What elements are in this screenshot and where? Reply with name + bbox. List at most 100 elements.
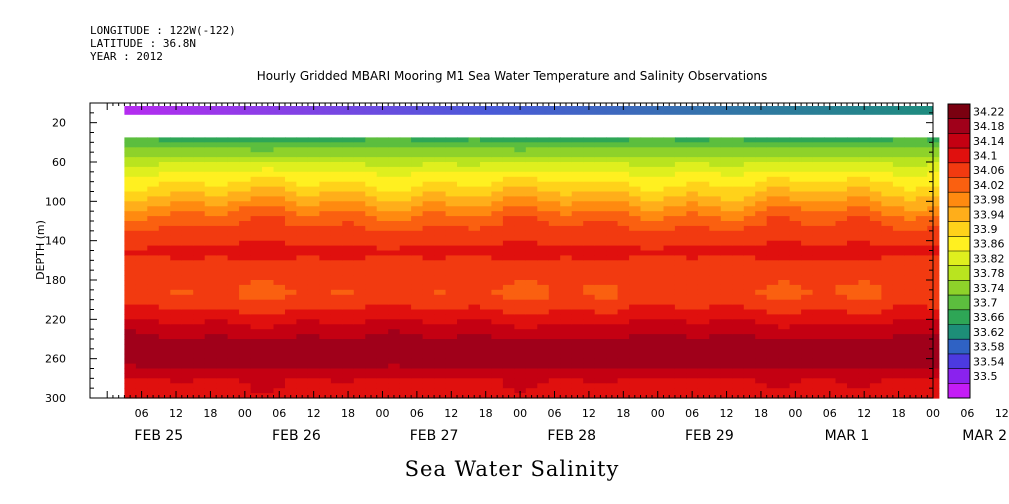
heatmap-cell bbox=[239, 211, 252, 217]
heatmap-cell bbox=[296, 363, 309, 370]
heatmap-cell bbox=[697, 152, 710, 158]
heatmap-cell bbox=[858, 368, 871, 374]
heatmap-cell bbox=[674, 211, 687, 217]
heatmap-cell bbox=[216, 152, 229, 158]
heatmap-cell bbox=[640, 329, 653, 335]
heatmap-cell bbox=[204, 255, 217, 261]
heatmap-cell bbox=[170, 191, 183, 197]
heatmap-cell bbox=[594, 280, 607, 286]
heatmap-cell bbox=[835, 225, 848, 232]
heatmap-cell bbox=[239, 162, 252, 168]
heatmap-cell bbox=[640, 147, 653, 153]
heatmap-cell bbox=[560, 309, 573, 315]
heatmap-cell bbox=[571, 206, 584, 212]
heatmap-cell bbox=[858, 363, 871, 370]
heatmap-cell bbox=[594, 211, 607, 217]
heatmap-cell bbox=[514, 289, 527, 296]
heatmap-cell bbox=[835, 235, 848, 242]
heatmap-cell bbox=[663, 383, 676, 389]
heatmap-cell bbox=[445, 250, 458, 256]
heatmap-cell bbox=[755, 289, 768, 296]
heatmap-cell bbox=[411, 353, 424, 360]
heatmap-cell bbox=[801, 250, 814, 256]
heatmap-cell bbox=[135, 383, 148, 389]
heatmap-cell bbox=[824, 343, 837, 350]
heatmap-cell bbox=[491, 334, 504, 340]
heatmap-cell bbox=[250, 137, 263, 143]
heatmap-cell bbox=[915, 324, 928, 330]
heatmap-cell bbox=[227, 240, 240, 247]
heatmap-cell bbox=[663, 255, 676, 261]
heatmap-cell bbox=[307, 181, 320, 188]
heatmap-cell bbox=[422, 216, 435, 222]
heatmap-cell bbox=[422, 211, 435, 217]
heatmap-cell bbox=[709, 221, 722, 227]
heatmap-cell bbox=[285, 334, 298, 340]
heatmap-cell bbox=[457, 358, 470, 365]
heatmap-cell bbox=[204, 368, 217, 374]
heatmap-cell bbox=[262, 225, 275, 232]
heatmap-cell bbox=[434, 225, 447, 232]
heatmap-cell bbox=[285, 166, 298, 173]
heatmap-cell bbox=[193, 240, 206, 247]
heatmap-cell bbox=[594, 289, 607, 296]
heatmap-cell bbox=[181, 363, 194, 370]
heatmap-cell bbox=[847, 240, 860, 247]
heatmap-cell bbox=[652, 211, 665, 217]
heatmap-cell bbox=[766, 289, 779, 296]
heatmap-cell bbox=[755, 147, 768, 153]
heatmap-cell bbox=[525, 275, 538, 281]
heatmap-cell bbox=[915, 358, 928, 365]
heatmap-cell bbox=[480, 294, 493, 301]
heatmap-cell bbox=[778, 137, 791, 143]
heatmap-cell bbox=[548, 147, 561, 153]
heatmap-cell bbox=[514, 235, 527, 242]
heatmap-cell bbox=[457, 378, 470, 384]
heatmap-cell bbox=[480, 373, 493, 379]
heatmap-cell bbox=[491, 245, 504, 252]
heatmap-cell bbox=[629, 324, 642, 330]
heatmap-cell bbox=[824, 176, 837, 183]
heatmap-cell bbox=[571, 343, 584, 350]
heatmap-cell bbox=[594, 147, 607, 153]
heatmap-cell bbox=[869, 294, 882, 301]
heatmap-cell bbox=[365, 152, 378, 158]
heatmap-cell bbox=[674, 181, 687, 188]
heatmap-cell bbox=[686, 211, 699, 217]
heatmap-cell bbox=[422, 339, 435, 345]
heatmap-cell bbox=[124, 225, 137, 232]
heatmap-cell bbox=[319, 363, 332, 370]
heatmap-cell bbox=[583, 289, 596, 296]
heatmap-cell bbox=[755, 225, 768, 232]
heatmap-cell bbox=[755, 378, 768, 384]
heatmap-cell bbox=[617, 221, 630, 227]
heatmap-cell bbox=[491, 353, 504, 360]
heatmap-cell bbox=[525, 211, 538, 217]
heatmap-cell bbox=[296, 191, 309, 197]
heatmap-cell bbox=[606, 166, 619, 173]
heatmap-cell bbox=[663, 250, 676, 256]
heatmap-cell bbox=[778, 162, 791, 168]
heatmap-cell bbox=[262, 363, 275, 370]
heatmap-cell bbox=[491, 201, 504, 207]
heatmap-cell bbox=[250, 250, 263, 256]
heatmap-cell bbox=[330, 230, 343, 237]
heatmap-cell bbox=[158, 260, 171, 266]
heatmap-cell bbox=[629, 265, 642, 271]
heatmap-cell bbox=[285, 137, 298, 143]
heatmap-cell bbox=[824, 201, 837, 207]
heatmap-cell bbox=[376, 358, 389, 365]
heatmap-cell bbox=[365, 171, 378, 178]
heatmap-cell bbox=[491, 162, 504, 168]
heatmap-cell bbox=[697, 225, 710, 232]
heatmap-cell bbox=[422, 201, 435, 207]
y-tick-label: 60 bbox=[52, 156, 66, 169]
heatmap-cell bbox=[170, 166, 183, 173]
heatmap-cell bbox=[239, 363, 252, 370]
heatmap-cell bbox=[525, 235, 538, 242]
heatmap-cell bbox=[353, 299, 366, 306]
heatmap-cell bbox=[583, 270, 596, 276]
heatmap-cell bbox=[537, 334, 550, 340]
heatmap-cell bbox=[904, 275, 917, 281]
heatmap-cell bbox=[732, 284, 745, 291]
